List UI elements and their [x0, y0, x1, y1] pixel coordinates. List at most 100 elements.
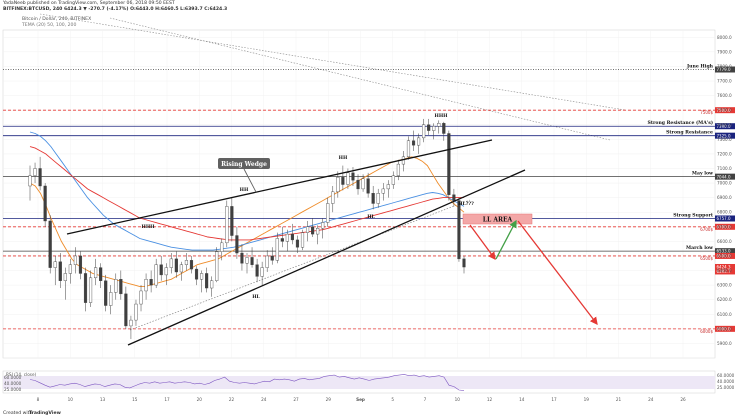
candle[interactable] — [38, 156, 42, 191]
candle[interactable] — [205, 267, 209, 293]
candle-body — [311, 226, 315, 235]
candle[interactable] — [154, 258, 158, 289]
candle[interactable] — [210, 276, 214, 297]
candle[interactable] — [174, 251, 178, 278]
candle[interactable] — [391, 171, 395, 189]
candle[interactable] — [321, 218, 325, 239]
candle[interactable] — [452, 188, 456, 207]
candle[interactable] — [73, 247, 77, 274]
candle[interactable] — [144, 273, 148, 300]
candle[interactable] — [417, 133, 421, 154]
candle[interactable] — [53, 255, 57, 286]
candle[interactable] — [316, 225, 320, 245]
candle[interactable] — [447, 130, 451, 201]
candle[interactable] — [265, 250, 269, 272]
x-tick-label: 17 — [551, 397, 557, 402]
candle[interactable] — [104, 274, 108, 312]
candle[interactable] — [311, 218, 315, 238]
candle[interactable] — [376, 188, 380, 208]
candle[interactable] — [48, 215, 52, 274]
candle[interactable] — [270, 247, 274, 265]
x-tick-label: 27 — [293, 397, 299, 402]
candle[interactable] — [235, 226, 239, 259]
candle[interactable] — [63, 267, 67, 300]
price-tag — [715, 215, 735, 222]
candle[interactable] — [305, 220, 310, 242]
candle[interactable] — [99, 263, 103, 289]
candle[interactable] — [94, 258, 98, 286]
candle-body — [351, 172, 355, 181]
candle[interactable] — [326, 197, 330, 227]
rising-wedge-pointer — [243, 168, 257, 193]
candle[interactable] — [371, 185, 375, 210]
candle[interactable] — [68, 258, 72, 284]
candle[interactable] — [220, 238, 224, 261]
candle[interactable] — [129, 315, 133, 340]
candle[interactable] — [164, 263, 168, 286]
candle[interactable] — [386, 180, 390, 198]
candle[interactable] — [169, 253, 173, 274]
candle[interactable] — [295, 235, 300, 254]
candle[interactable] — [230, 197, 234, 242]
candle[interactable] — [336, 171, 340, 198]
candle[interactable] — [88, 270, 93, 307]
candle[interactable] — [432, 123, 436, 140]
candle[interactable] — [457, 197, 461, 262]
candle[interactable] — [43, 183, 47, 227]
candle[interactable] — [260, 261, 264, 286]
candle[interactable] — [139, 285, 143, 312]
candle[interactable] — [427, 118, 431, 135]
candle[interactable] — [280, 226, 284, 248]
candle[interactable] — [225, 200, 229, 248]
candle[interactable] — [341, 165, 345, 191]
symbol-line: BITFINEX:BTCUSD, 240 6424.3 ▼ -270.7 (-4… — [3, 7, 228, 12]
candle-body — [189, 260, 194, 270]
candle[interactable] — [356, 174, 360, 195]
candle[interactable] — [442, 121, 446, 141]
candle[interactable] — [331, 185, 335, 213]
candle[interactable] — [250, 247, 254, 268]
ll-area-box[interactable] — [462, 213, 533, 225]
candle[interactable] — [149, 270, 153, 293]
candle[interactable] — [255, 258, 259, 283]
candle[interactable] — [215, 247, 219, 283]
wedge-upper-line[interactable] — [66, 139, 493, 235]
candle[interactable] — [411, 130, 416, 151]
candle[interactable] — [366, 172, 370, 198]
candle[interactable] — [58, 253, 62, 289]
candle[interactable] — [33, 162, 37, 184]
candle[interactable] — [290, 223, 294, 245]
candle[interactable] — [381, 183, 385, 201]
candle[interactable] — [189, 255, 194, 274]
candle[interactable] — [109, 285, 113, 315]
candle[interactable] — [114, 273, 118, 300]
candle[interactable] — [179, 261, 183, 281]
candle[interactable] — [184, 253, 189, 271]
candle-body — [447, 133, 451, 195]
candle[interactable] — [285, 229, 289, 252]
candle[interactable] — [200, 270, 204, 293]
wedge-lower-line[interactable] — [127, 169, 526, 346]
candle[interactable] — [159, 255, 163, 281]
candle[interactable] — [134, 299, 138, 326]
candle[interactable] — [361, 174, 365, 192]
candle[interactable] — [78, 251, 83, 280]
candle[interactable] — [194, 266, 199, 286]
pattern-label: HHH — [434, 113, 448, 119]
candle-body — [43, 185, 47, 222]
candle[interactable] — [275, 232, 279, 264]
candle[interactable] — [396, 159, 400, 181]
candle[interactable] — [300, 229, 305, 251]
candle[interactable] — [124, 286, 128, 329]
candle[interactable] — [437, 120, 441, 134]
candle[interactable] — [422, 118, 426, 143]
candle[interactable] — [28, 165, 32, 201]
candle[interactable] — [462, 255, 466, 274]
candle[interactable] — [83, 267, 88, 312]
candle[interactable] — [240, 244, 244, 271]
candle[interactable] — [245, 253, 249, 274]
candle[interactable] — [406, 136, 411, 160]
y-tick-label: 6800.0 — [717, 210, 732, 215]
candle[interactable] — [119, 270, 123, 300]
